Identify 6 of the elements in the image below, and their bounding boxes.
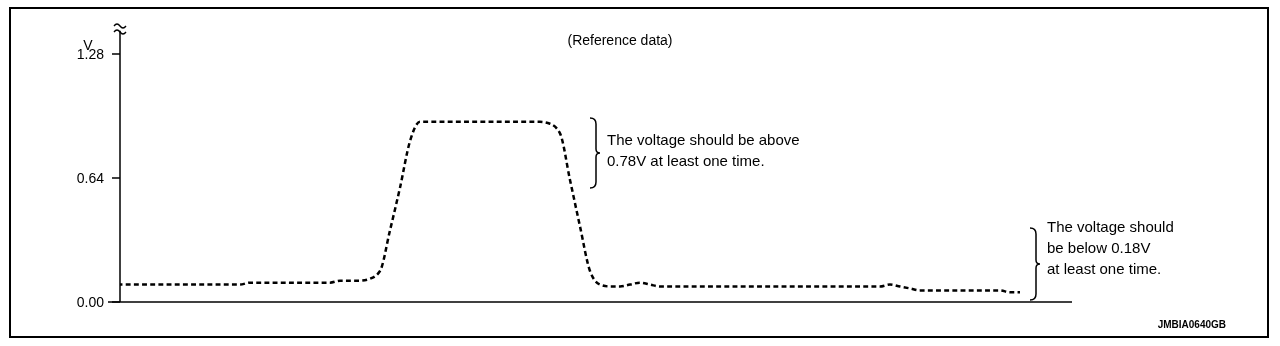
chart-title: (Reference data) [567, 32, 673, 48]
text: The voltage should be below 0.18V at least one time. [1047, 218, 1174, 278]
y-tick-label: 0.64 [76, 169, 105, 186]
annotation: The voltage should be above 0.78V at least one time. [607, 130, 800, 169]
text: JMBIA0640GB [1157, 319, 1226, 330]
y-tick-label: 0.00 [76, 293, 105, 310]
